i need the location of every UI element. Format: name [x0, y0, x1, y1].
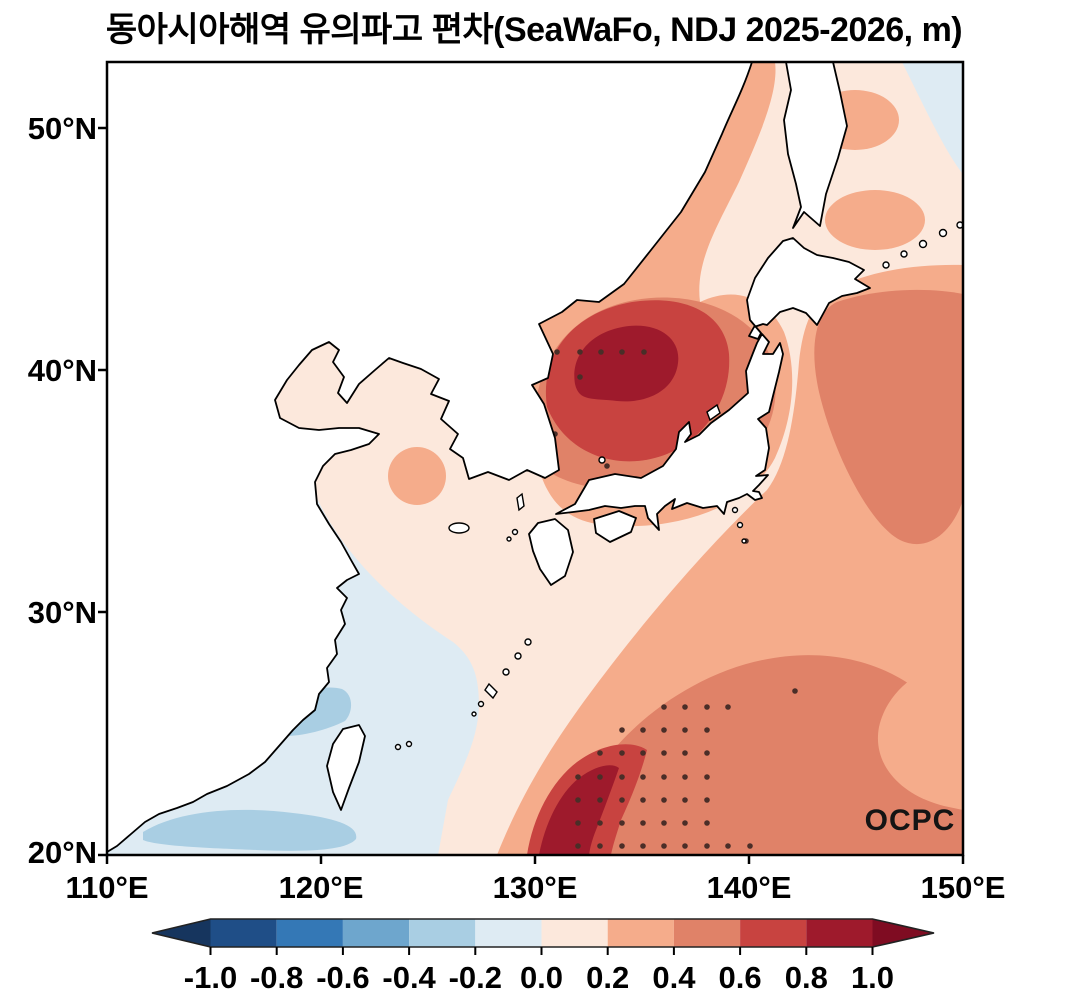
contour-fill-neg04-southwest-corner	[143, 809, 357, 851]
island-ryukyu-2	[514, 652, 522, 660]
x-tick-110e: 110°E	[65, 870, 148, 905]
y-axis-ticks	[98, 126, 107, 857]
island-yaeyama-1	[394, 743, 402, 751]
y-axis-labels: 50°N 40°N 30°N 20°N	[28, 111, 97, 870]
ocpc-watermark: OCPC	[865, 804, 956, 837]
small-islands	[394, 221, 964, 751]
x-tick-140e: 140°E	[707, 870, 792, 905]
y-tick-50n: 50°N	[28, 111, 97, 146]
cbar-label-1: -0.8	[250, 960, 303, 995]
x-axis-ticks	[105, 855, 965, 864]
cbar-label-7: 0.4	[652, 960, 696, 995]
chart-title: 동아시아해역 유의파고 편차(SeaWaFo, NDJ 2025-2026, m…	[105, 11, 963, 49]
contour-fill-south-tongue-08	[539, 765, 619, 855]
island-goto-2	[506, 536, 512, 542]
island-oki	[598, 456, 606, 464]
island-jeju	[448, 522, 470, 534]
contour-fill-okhotsk-blob-2	[825, 190, 925, 250]
y-tick-30n: 30°N	[28, 595, 97, 630]
cbar-label-4: -0.2	[449, 960, 502, 995]
colorbar-arrow-left	[152, 919, 211, 947]
colorbar-seg-5	[475, 919, 542, 947]
island-izu-3	[741, 538, 747, 544]
contour-fill-pacific-south-bay-02	[877, 660, 963, 810]
colorbar-seg-4	[409, 919, 476, 947]
x-tick-130e: 130°E	[493, 870, 578, 905]
colorbar-arrow-right	[872, 919, 934, 947]
cbar-label-5: 0.0	[520, 960, 563, 995]
cbar-label-3: -0.4	[382, 960, 436, 995]
colorbar-seg-6	[541, 919, 608, 947]
island-izu-2	[736, 521, 744, 529]
contour-fill-neg02-northeast	[902, 62, 963, 174]
cbar-label-0: -1.0	[184, 960, 237, 995]
colorbar-ticks	[209, 947, 874, 955]
island-goto-1	[511, 528, 519, 536]
island-sado	[706, 403, 721, 422]
cbar-label-6: 0.2	[586, 960, 629, 995]
island-kuril-3	[918, 239, 928, 249]
coast-hokkaido	[746, 237, 871, 340]
island-kuril-4	[938, 228, 948, 238]
island-ryukyu-3	[502, 668, 510, 676]
x-tick-150e: 150°E	[921, 870, 1006, 905]
contour-fill-pacific-east-04	[814, 289, 963, 545]
contour-fill-yellow-sea-blob	[388, 447, 446, 505]
colorbar-seg-7	[607, 919, 674, 947]
stipple-dots	[552, 349, 798, 849]
colorbar-seg-9	[740, 919, 807, 947]
island-kuril-2	[900, 250, 908, 258]
island-yaeyama-2	[405, 740, 413, 748]
colorbar-seg-8	[673, 919, 741, 947]
contour-fill-japan-sea-08	[574, 325, 679, 402]
x-tick-120e: 120°E	[279, 870, 364, 905]
colorbar-seg-2	[276, 919, 343, 947]
coast-kyushu	[528, 518, 574, 586]
y-tick-40n: 40°N	[28, 353, 97, 388]
colorbar-seg-1	[210, 919, 277, 947]
island-tsushima	[516, 492, 525, 512]
figure-canvas: OCPC 110°E 120°E 130°E 140°E	[28, 60, 1005, 995]
coast-taiwan	[326, 724, 366, 811]
island-ryukyu-5	[471, 711, 477, 717]
coast-sakhalin	[783, 61, 848, 229]
island-okinawa	[484, 682, 498, 700]
coast-shikoku	[593, 510, 637, 543]
island-kuril-1	[882, 261, 890, 269]
cbar-label-8: 0.6	[719, 960, 762, 995]
x-axis-labels: 110°E 120°E 130°E 140°E 150°E	[65, 870, 1005, 905]
coast-honshu	[555, 333, 784, 531]
cbar-label-2: -0.6	[316, 960, 369, 995]
island-izu-1	[731, 506, 739, 514]
cbar-label-9: 0.8	[785, 960, 828, 995]
island-ryukyu-1	[524, 638, 532, 646]
coast-mainland-asia	[106, 61, 753, 853]
cbar-label-10: 1.0	[851, 960, 894, 995]
colorbar-labels: -1.0 -0.8 -0.6 -0.4 -0.2 0.0 0.2 0.4 0.6…	[184, 960, 894, 995]
colorbar-seg-10	[806, 919, 873, 947]
colorbar: -1.0 -0.8 -0.6 -0.4 -0.2 0.0 0.2 0.4 0.6…	[151, 918, 935, 995]
coastlines	[106, 61, 964, 853]
island-ryukyu-4	[477, 700, 485, 708]
y-tick-20n: 20°N	[28, 835, 97, 870]
contour-fill-pacific-south-04	[555, 655, 963, 855]
map-panel: OCPC	[98, 60, 965, 864]
colorbar-seg-3	[342, 919, 410, 947]
